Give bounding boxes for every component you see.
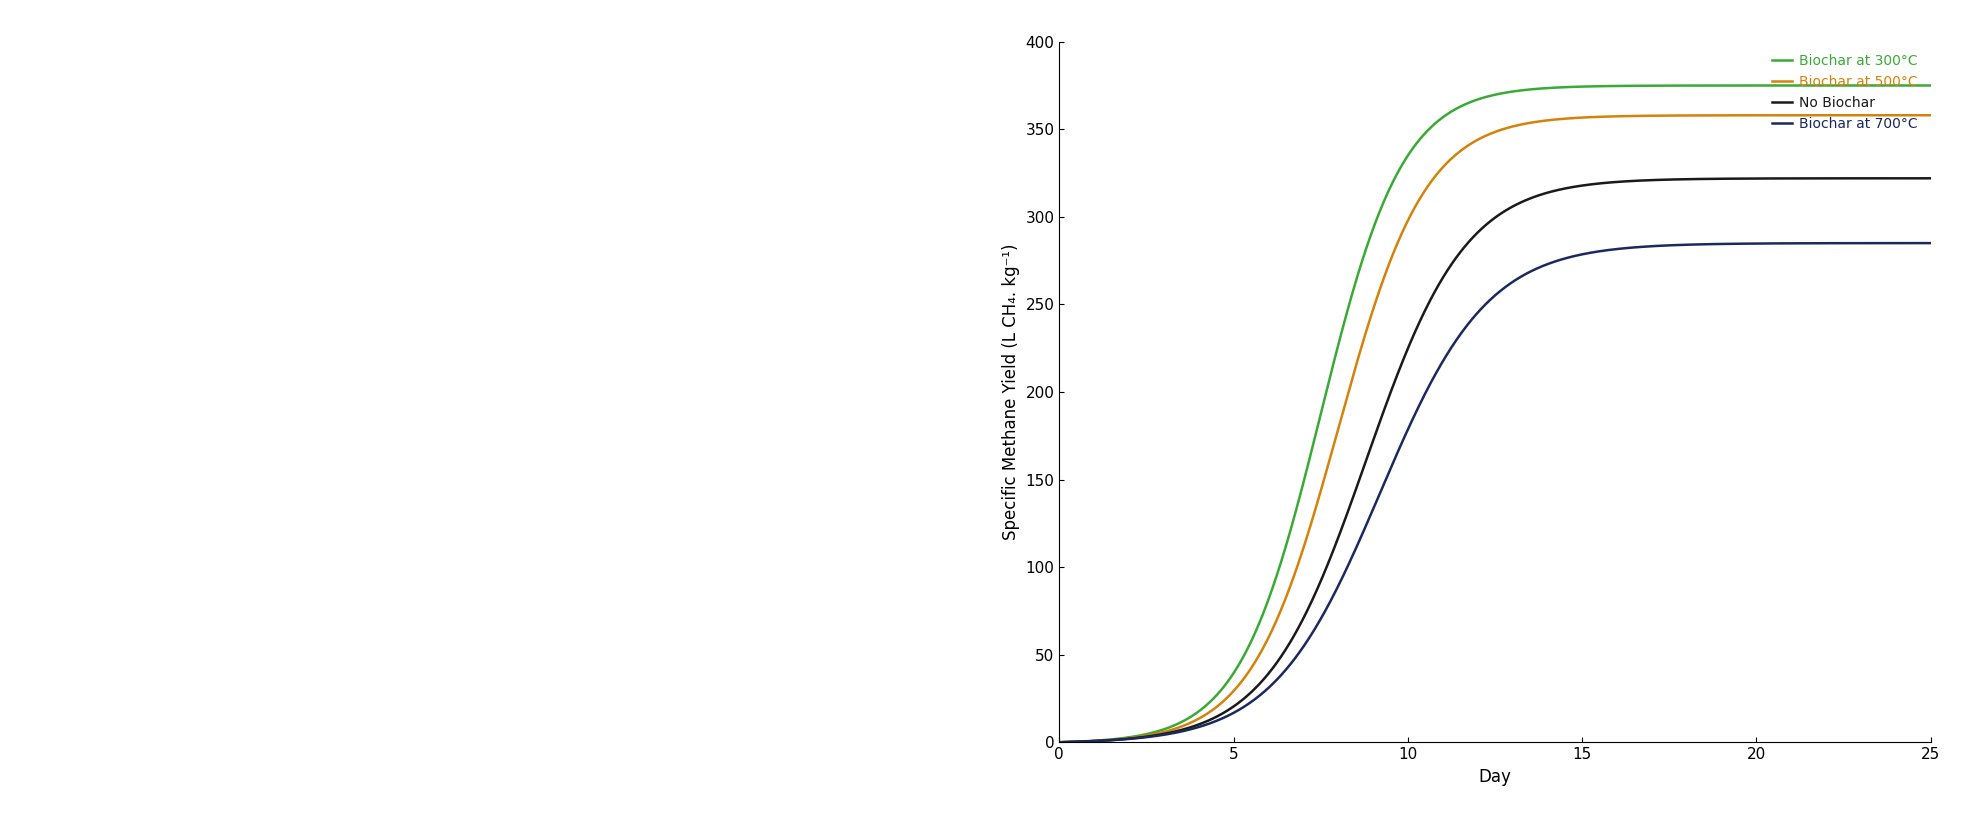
Y-axis label: Specific Methane Yield (L CH₄. kg⁻¹): Specific Methane Yield (L CH₄. kg⁻¹) [1002,244,1020,540]
Biochar at 700°C [1727,239,1750,249]
Biochar at 700°C [1432,356,1455,366]
Biochar at 500°C [1432,162,1455,172]
Line: Biochar at 700°C: Biochar at 700°C [1059,244,1930,742]
Biochar at 500°C [1137,731,1160,741]
Biochar at 500°C [1645,111,1669,121]
Biochar at 300°C [1432,112,1455,122]
Line: Biochar at 300°C: Biochar at 300°C [1059,86,1930,742]
Biochar at 300°C [1727,81,1750,91]
No Biochar [1742,173,1766,183]
Line: No Biochar: No Biochar [1059,178,1930,742]
Biochar at 300°C [1400,145,1424,155]
Biochar at 500°C [1047,737,1071,747]
No Biochar [1919,173,1942,183]
Biochar at 500°C [1742,110,1766,120]
Line: Biochar at 500°C: Biochar at 500°C [1059,115,1930,742]
Biochar at 300°C [1919,81,1942,91]
No Biochar [1400,334,1424,344]
Biochar at 300°C [1137,729,1160,739]
No Biochar [1645,175,1669,185]
Biochar at 700°C [1400,416,1424,426]
Biochar at 300°C [1645,81,1669,91]
No Biochar [1047,737,1071,747]
Biochar at 700°C [1919,239,1942,249]
Biochar at 700°C [1137,732,1160,742]
Biochar at 300°C [1047,737,1071,747]
Biochar at 700°C [1047,737,1071,747]
Biochar at 700°C [1645,241,1669,251]
Biochar at 500°C [1919,110,1942,120]
Legend: Biochar at 300°C, Biochar at 500°C, No Biochar, Biochar at 700°C: Biochar at 300°C, Biochar at 500°C, No B… [1766,48,1923,137]
Biochar at 700°C [1742,239,1766,249]
X-axis label: Day: Day [1479,767,1511,786]
No Biochar [1727,173,1750,183]
Biochar at 500°C [1400,208,1424,219]
Biochar at 300°C [1742,81,1766,91]
Biochar at 500°C [1727,110,1750,120]
No Biochar [1137,731,1160,741]
No Biochar [1432,273,1455,283]
